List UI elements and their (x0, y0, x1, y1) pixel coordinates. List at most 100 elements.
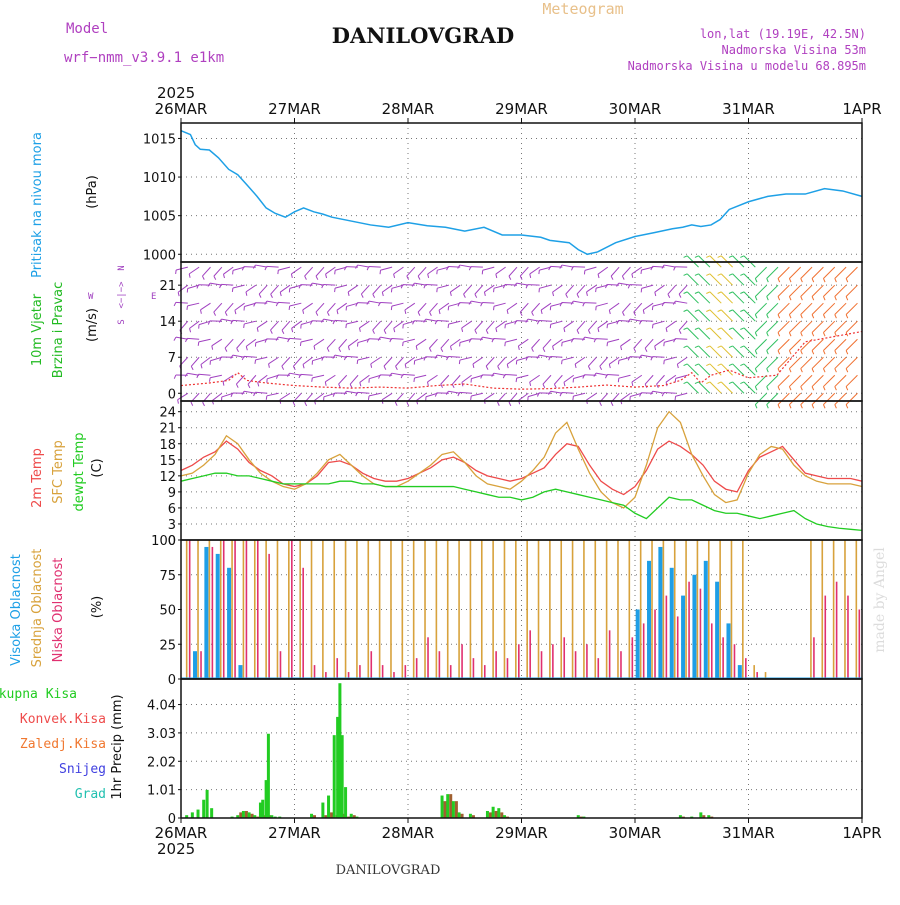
wind-barb (675, 301, 687, 303)
low-cloud-bar (473, 658, 475, 678)
y-tick-label: 3.03 (147, 727, 176, 742)
wind-barb (339, 375, 347, 384)
wind-barbs (174, 256, 858, 408)
wind-barb (396, 357, 404, 366)
wind-barb (391, 338, 403, 339)
mid-cloud-bar (844, 540, 846, 678)
wind-barb-flag (212, 346, 213, 350)
wind-barb (301, 339, 313, 342)
wind-barb (460, 265, 472, 267)
high-cloud-bar (238, 665, 242, 678)
wind-barb (189, 267, 199, 274)
total-rain-bar (446, 794, 449, 818)
wind-barb (482, 337, 494, 339)
conv-rain-bar (444, 801, 447, 818)
wind-barb-flag (327, 348, 329, 352)
wind-barb-flag (371, 364, 372, 368)
wind-barb (373, 285, 381, 294)
wind-barb-flag (361, 294, 363, 298)
mid-cloud-bar (333, 540, 335, 678)
wind-barb (835, 321, 846, 332)
wind-barb-flag (530, 274, 531, 278)
wind-barb-flag (835, 351, 837, 355)
wind-barb (505, 339, 517, 342)
wind-barb (350, 375, 358, 384)
wind-barb-flag (292, 328, 293, 332)
wind-barb (305, 267, 313, 276)
wind-barb-flag (532, 348, 534, 352)
wind-barb-flag (553, 346, 554, 350)
wind-barb (187, 303, 199, 306)
wind-barb-flag (740, 256, 744, 258)
wind-barb (767, 303, 778, 314)
wind-barb-flag (823, 296, 825, 300)
wind-barb-flag (382, 292, 383, 296)
conv-rain-bar (455, 801, 458, 818)
wind-barb (314, 339, 324, 346)
y-tick-label: 21 (159, 279, 176, 294)
wind-barb (190, 321, 200, 328)
wind-barb-flag (441, 348, 443, 352)
wind-barb-flag (611, 276, 613, 280)
wind-barb (596, 373, 608, 375)
wind-barb (369, 301, 381, 303)
wind-barb (721, 292, 732, 303)
y-tick-label: 18 (159, 438, 176, 453)
wind-barb-flag (174, 375, 176, 379)
wind-barb (418, 267, 426, 276)
wind-barb-flag (564, 328, 565, 332)
wind-barb (721, 274, 732, 285)
wind-barb (339, 339, 347, 348)
wind-barb (293, 357, 301, 366)
wind-barb-flag (662, 302, 664, 306)
wind-barb-flag (718, 310, 722, 312)
y-tick-label: 1.01 (147, 784, 176, 799)
wind-barb (596, 303, 608, 306)
wind-barb (733, 382, 744, 393)
y-tick-label: 6 (168, 502, 176, 517)
wind-barb-flag (609, 364, 610, 368)
wind-barb (255, 265, 267, 267)
wind-barb (221, 284, 233, 285)
wind-barb (588, 321, 596, 330)
wind-barb (778, 267, 789, 278)
low-cloud-bar (609, 630, 611, 678)
low-cloud-bar (586, 644, 588, 678)
cloud-ylabel-unit: (%) (90, 596, 105, 619)
wind-barb (464, 285, 472, 294)
wind-barb-flag (573, 396, 574, 400)
wind-barb (621, 339, 631, 346)
wind-barb-flag (187, 306, 188, 310)
mid-cloud-bar (220, 540, 222, 678)
low-cloud-bar (484, 665, 486, 678)
wind-barb (450, 339, 460, 346)
wind-barb-flag (789, 369, 791, 373)
top-day-label: 28MAR (382, 100, 435, 118)
wind-barb-flag (553, 292, 554, 296)
wind-barb (598, 267, 608, 274)
wind-barb-flag (246, 292, 247, 296)
wind-barb-flag (812, 278, 814, 282)
wind-barb-flag (645, 348, 647, 352)
wind-barb-flag (575, 364, 576, 368)
wind-barb-flag (767, 278, 769, 282)
wind-barb-flag (695, 256, 699, 258)
wind-barb (744, 364, 755, 375)
wind-barb-flag (729, 292, 733, 294)
high-cloud-bar (193, 651, 197, 678)
wind-barb (812, 267, 823, 278)
wind-barb (187, 338, 199, 339)
mid-cloud-bar (458, 540, 460, 678)
wind-barb (212, 339, 222, 346)
wind-barb (448, 356, 460, 357)
wind-barb (199, 339, 211, 342)
wind-barb-flag (293, 402, 295, 406)
wind-barb-flag (823, 278, 825, 282)
wind-barb (645, 339, 653, 348)
wind-barb-flag (543, 384, 545, 388)
wind-barb-flag (643, 310, 644, 314)
wind-barb-flag (428, 274, 429, 278)
mid-cloud-bar (856, 540, 858, 678)
wind-barb (767, 357, 778, 368)
